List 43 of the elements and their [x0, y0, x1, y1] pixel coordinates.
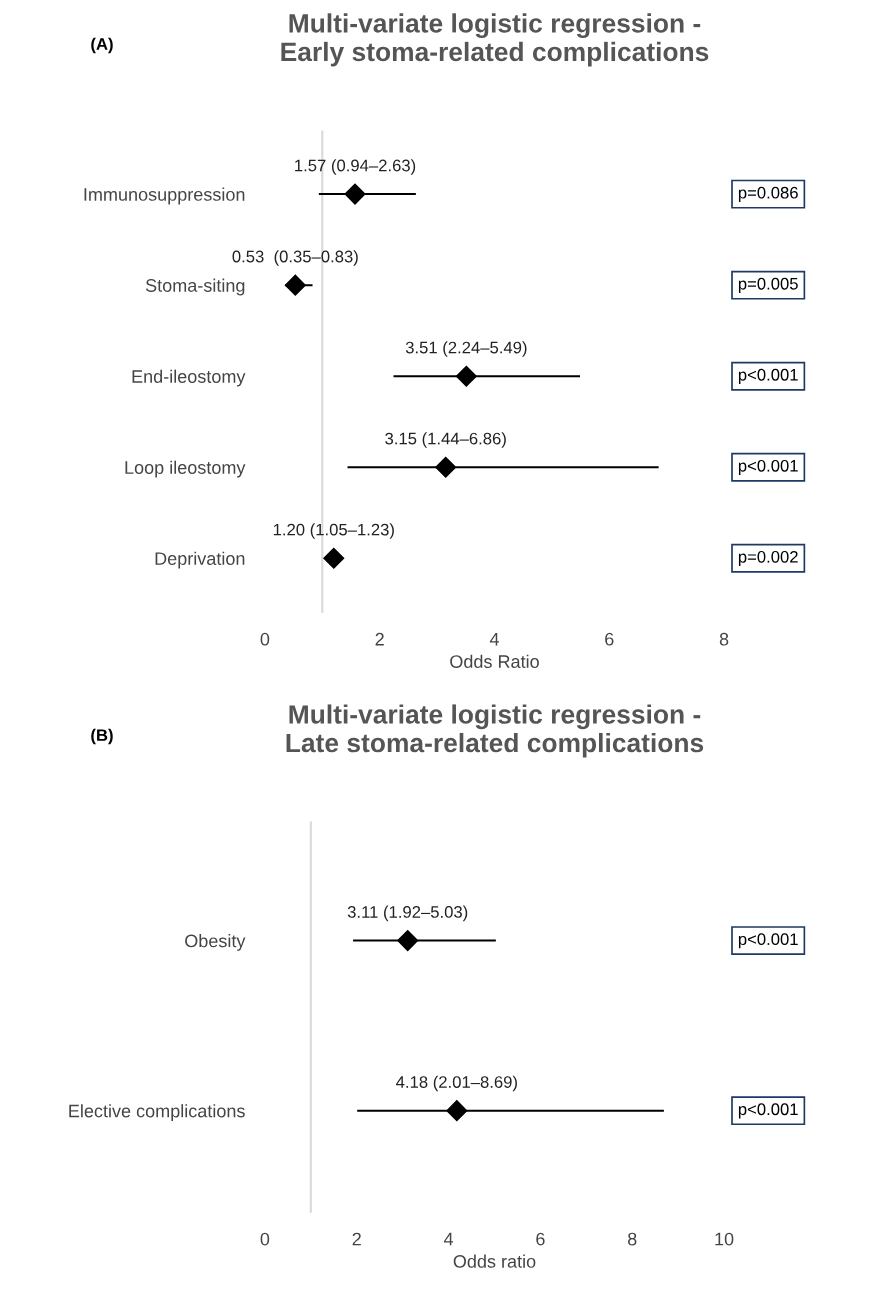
point: [344, 183, 366, 205]
point: [455, 365, 477, 387]
chart-title: Multi-variate logistic regression - Late stoma-related complications: [286, 704, 704, 758]
y-tick-label: Deprivation: [155, 551, 245, 569]
x-tick-label: 4: [489, 632, 499, 646]
y-tick-label: Elective complications: [69, 1104, 245, 1121]
x-tick-label: 6: [536, 1232, 545, 1246]
data-label: 4.18 (2.01–8.69): [396, 1075, 517, 1092]
x-tick-label: 10: [715, 1232, 734, 1246]
text: p<0.001: [738, 368, 798, 384]
text: (A): [91, 37, 113, 54]
x-axis-title: Odds ratio: [453, 1254, 536, 1268]
x-tick-label: 0: [260, 632, 270, 646]
text: p<0.001: [738, 459, 798, 475]
chart-title: Multi-variate logistic regression - Early stoma-related complications: [281, 13, 709, 67]
x-axis-title: Odds Ratio: [450, 654, 539, 668]
y-tick-label: Obesity: [185, 934, 246, 951]
x-tick-label: 8: [627, 1232, 637, 1246]
y-tick-label: End-ileostomy: [132, 369, 246, 387]
text: p=0.005: [738, 277, 798, 293]
x-tick-label: 2: [352, 1232, 361, 1246]
text: p<0.001: [738, 933, 798, 949]
x-tick-label: 4: [443, 1232, 454, 1246]
data-label: 3.51 (2.24–5.49): [405, 341, 527, 357]
text: p=0.002: [738, 550, 798, 567]
point: [323, 547, 345, 569]
point: [435, 456, 457, 478]
y-tick-label: Stoma-siting: [145, 278, 245, 296]
data-label: 3.11 (1.92–5.03): [347, 905, 468, 922]
x-tick-label: 8: [719, 632, 729, 646]
text: p<0.001: [738, 1103, 798, 1119]
text: (B): [91, 728, 113, 745]
point: [284, 274, 306, 296]
x-tick-label: 0: [260, 1232, 270, 1246]
data-label: 0.53 (0.35–0.83): [232, 250, 358, 266]
x-tick-label: 6: [605, 632, 614, 646]
y-tick-label: Loop ileostomy: [125, 460, 246, 478]
data-label: 1.20 (1.05–1.23): [273, 523, 394, 539]
data-label: 3.15 (1.44–6.86): [385, 432, 506, 448]
y-tick-label: Immunosuppression: [84, 187, 245, 205]
x-tick-label: 2: [375, 632, 384, 646]
data-label: 1.57 (0.94–2.63): [295, 159, 416, 175]
text: p=0.086: [738, 186, 798, 202]
